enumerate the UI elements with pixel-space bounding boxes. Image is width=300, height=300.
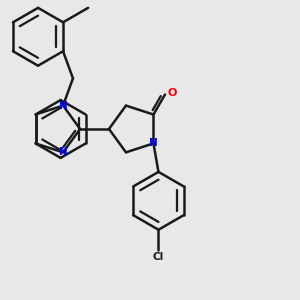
Text: N: N: [59, 100, 68, 111]
Text: O: O: [168, 88, 177, 98]
Text: N: N: [59, 147, 68, 158]
Text: N: N: [149, 138, 158, 148]
Text: Cl: Cl: [153, 252, 164, 262]
